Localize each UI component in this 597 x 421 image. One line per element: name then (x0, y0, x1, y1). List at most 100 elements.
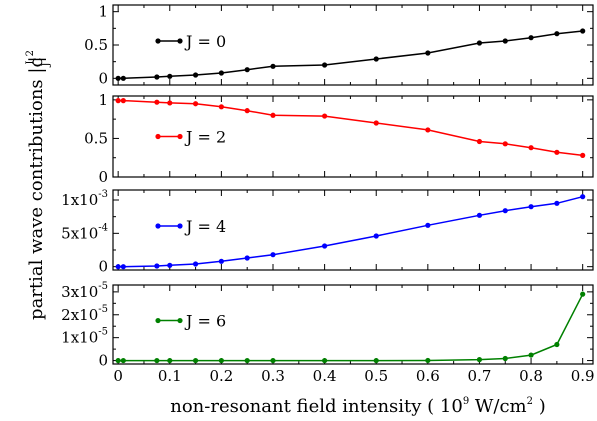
legend-marker (177, 38, 183, 44)
y-tick-label: 5x10-4 (61, 222, 108, 242)
x-tick-label: 0 (113, 367, 123, 385)
data-point (554, 149, 560, 155)
panel-frame (112, 189, 594, 271)
legend-marker (155, 223, 161, 229)
data-point (154, 357, 160, 364)
data-point (528, 204, 534, 210)
data-point (554, 31, 560, 37)
data-point (192, 72, 199, 78)
data-point (120, 75, 126, 81)
y-tick-label: 1 (98, 91, 108, 109)
data-point (554, 200, 560, 206)
legend-marker (155, 133, 161, 140)
data-point (244, 357, 250, 364)
y-tick-label: 1 (98, 3, 108, 21)
data-point (270, 357, 276, 364)
data-point (502, 208, 508, 214)
legend-label: J = 4 (184, 217, 226, 236)
data-point (154, 74, 160, 80)
data-point (120, 98, 126, 104)
data-point (373, 357, 379, 364)
x-tick-label: 0.1 (158, 367, 182, 385)
data-point (373, 120, 379, 126)
data-point (154, 263, 160, 269)
y-tick-label: 0.5 (84, 129, 108, 147)
data-point (218, 70, 224, 76)
x-axis-label: non-resonant field intensity ( 109 W/cm2… (170, 396, 546, 417)
data-point (115, 75, 121, 81)
data-point (270, 112, 276, 118)
data-point (476, 357, 483, 363)
data-point (115, 264, 121, 270)
panels: 0 0.5 1 J = 0 0 0.5 1 J = 2 0 5x10-4 1x10-3 J = 4 0 1… (61, 3, 594, 385)
data-point (528, 145, 534, 151)
data-point (270, 252, 276, 258)
x-tick-label: 0.6 (416, 367, 440, 385)
data-point (580, 152, 586, 158)
y-axis-label: partial wave contributions |cIJ|2 (25, 50, 52, 320)
x-tick-label: 0.9 (571, 367, 595, 385)
series-line (118, 293, 584, 362)
data-point (502, 141, 508, 147)
data-point (476, 138, 483, 145)
data-point (580, 194, 586, 200)
data-point (167, 73, 173, 79)
data-point (120, 357, 126, 364)
data-point (425, 50, 431, 56)
data-point (476, 40, 483, 46)
data-point (244, 108, 250, 114)
x-tick-label: 0.4 (313, 367, 337, 385)
x-tick-label: 0.3 (261, 367, 285, 385)
data-point (167, 100, 173, 106)
data-point (115, 357, 121, 364)
data-point (244, 255, 250, 261)
y-tick-label: 3x10-5 (61, 281, 108, 301)
legend-marker (177, 317, 183, 324)
data-point (322, 113, 328, 119)
data-point (192, 261, 199, 267)
data-point (580, 291, 586, 297)
data-point (528, 352, 534, 358)
y-tick-label: 1x10-5 (61, 327, 108, 347)
legend-label: J = 2 (184, 128, 226, 147)
data-point (244, 67, 250, 73)
x-tick-label: 0.7 (468, 367, 492, 385)
y-tick-label: 2x10-5 (61, 304, 108, 324)
data-point (476, 212, 483, 218)
legend-marker (155, 38, 161, 44)
panel-frame (112, 284, 594, 365)
data-point (554, 341, 560, 348)
data-point (322, 357, 328, 364)
data-point (425, 127, 431, 133)
y-tick-label: 0 (98, 69, 108, 87)
data-point (218, 258, 224, 264)
legend-label: J = 0 (184, 32, 226, 51)
data-point (270, 63, 276, 69)
y-tick-label: 0 (98, 168, 108, 186)
panel-frame (112, 4, 594, 86)
data-point (425, 222, 431, 228)
data-point (373, 233, 379, 239)
y-tick-label: 1x10-3 (61, 189, 108, 209)
data-point (322, 62, 328, 68)
data-point (502, 355, 508, 362)
legend-marker (177, 223, 183, 229)
y-tick-label: 0 (98, 258, 108, 276)
data-point (167, 262, 173, 268)
data-point (154, 99, 160, 105)
series-line (118, 30, 583, 80)
data-point (322, 243, 328, 249)
panel-frame (112, 95, 594, 178)
data-point (120, 264, 126, 270)
data-point (373, 56, 379, 62)
data-point (115, 98, 121, 104)
x-tick-label: 0.8 (519, 367, 543, 385)
x-tick-label: 0.2 (209, 367, 233, 385)
y-tick-label: 0.5 (84, 36, 108, 54)
legend-label: J = 6 (184, 312, 226, 331)
data-point (580, 28, 586, 34)
legend-marker (155, 317, 161, 324)
series-line (118, 195, 583, 268)
y-tick-label: 0 (98, 352, 108, 370)
